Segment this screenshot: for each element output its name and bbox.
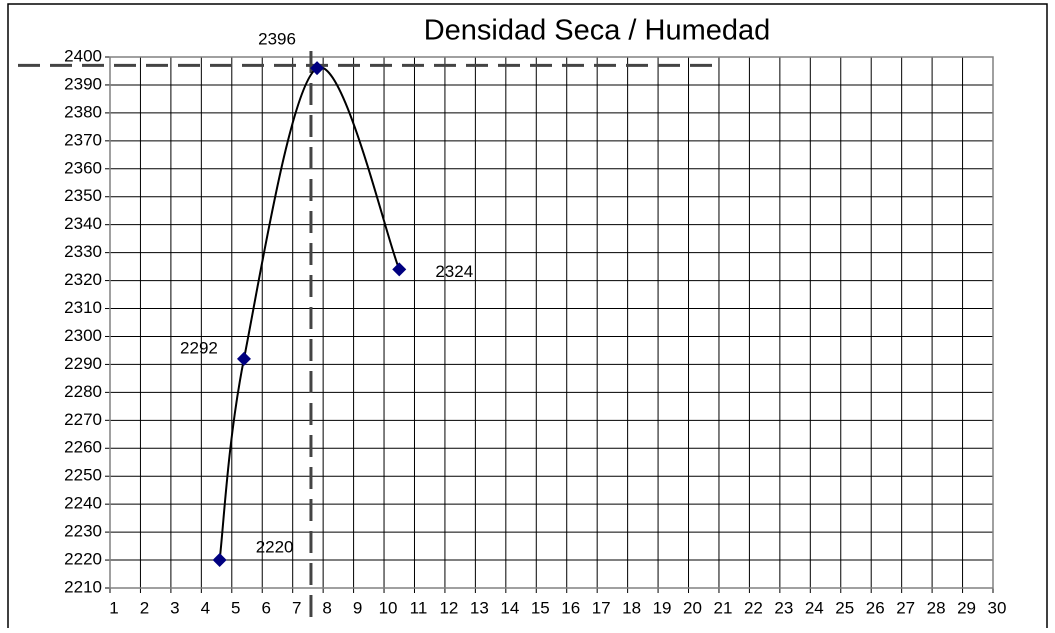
y-tick-label: 2210 <box>64 577 102 596</box>
x-tick-label: 30 <box>988 598 1007 617</box>
x-tick-label: 26 <box>866 598 885 617</box>
x-tick-label: 5 <box>231 598 240 617</box>
x-tick-label: 25 <box>835 598 854 617</box>
y-tick-label: 2350 <box>64 186 102 205</box>
chart-frame <box>7 3 1048 633</box>
y-tick-label: 2340 <box>64 214 102 233</box>
y-tick-label: 2380 <box>64 102 102 121</box>
x-tick-label: 9 <box>353 598 362 617</box>
y-tick-label: 2390 <box>64 74 102 93</box>
y-tick-label: 2280 <box>64 382 102 401</box>
series-line <box>218 66 401 561</box>
x-tick-label: 24 <box>805 598 824 617</box>
x-tick-label: 17 <box>592 598 611 617</box>
x-tick-label: 29 <box>957 598 976 617</box>
y-tick-label: 2320 <box>64 270 102 289</box>
data-point <box>392 262 407 277</box>
x-tick-label: 21 <box>714 598 733 617</box>
y-tick-label: 2300 <box>64 326 102 345</box>
x-tick-label: 1 <box>109 598 118 617</box>
x-tick-label: 16 <box>561 598 580 617</box>
data-label: 2220 <box>256 538 294 557</box>
y-tick-label: 2370 <box>64 130 102 149</box>
x-tick-label: 3 <box>170 598 179 617</box>
x-tick-label: 28 <box>927 598 946 617</box>
data-point <box>212 553 227 568</box>
x-tick-label: 10 <box>379 598 398 617</box>
y-tick-label: 2230 <box>64 522 102 541</box>
x-tick-label: 27 <box>896 598 915 617</box>
y-tick-label: 2310 <box>64 298 102 317</box>
y-tick-label: 2290 <box>64 354 102 373</box>
x-tick-label: 19 <box>653 598 672 617</box>
x-tick-label: 13 <box>470 598 489 617</box>
data-point <box>236 351 251 366</box>
x-tick-label: 11 <box>410 598 428 617</box>
data-label: 2292 <box>180 338 218 357</box>
x-tick-label: 18 <box>622 598 641 617</box>
y-tick-label: 2400 <box>64 46 102 65</box>
y-tick-label: 2240 <box>64 494 102 513</box>
data-point <box>310 61 325 76</box>
x-tick-label: 8 <box>322 598 331 617</box>
data-label: 2324 <box>435 262 473 281</box>
y-tick-label: 2330 <box>64 242 102 261</box>
x-tick-label: 6 <box>262 598 271 617</box>
x-tick-label: 2 <box>140 598 149 617</box>
y-tick-label: 2270 <box>64 410 102 429</box>
data-label: 2396 <box>258 30 296 49</box>
plot-border <box>109 56 994 589</box>
y-tick-label: 2220 <box>64 550 102 569</box>
chart-title: Densidad Seca / Humedad <box>424 15 771 47</box>
x-tick-label: 12 <box>439 598 458 617</box>
x-tick-label: 23 <box>774 598 793 617</box>
x-tick-label: 14 <box>500 598 519 617</box>
x-tick-label: 15 <box>531 598 550 617</box>
x-tick-label: 7 <box>292 598 301 617</box>
y-tick-label: 2360 <box>64 158 102 177</box>
x-tick-label: 4 <box>201 598 210 617</box>
y-tick-label: 2260 <box>64 438 102 457</box>
x-tick-label: 20 <box>683 598 702 617</box>
y-tick-label: 2250 <box>64 466 102 485</box>
x-tick-label: 22 <box>744 598 763 617</box>
